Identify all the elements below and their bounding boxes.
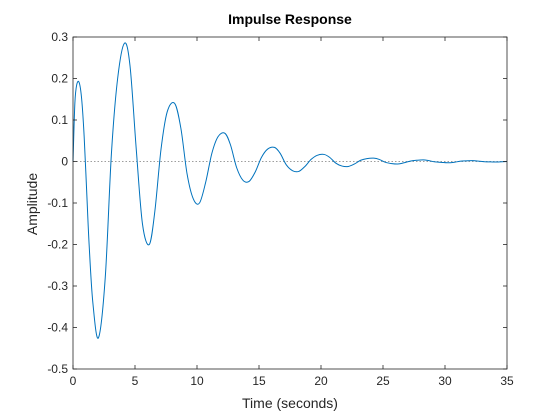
x-tick-label: 20 xyxy=(314,374,328,388)
y-tick-label: -0.4 xyxy=(47,321,68,335)
y-ticks: -0.5 -0.4 -0.3 -0.2 -0.1 0 0.1 0.2 0.3 xyxy=(47,30,507,376)
x-tick-label: 30 xyxy=(438,374,452,388)
x-tick-label: 5 xyxy=(132,374,139,388)
x-tick-label: 25 xyxy=(376,374,390,388)
x-axis-label: Time (seconds) xyxy=(242,395,338,411)
impulse-response-line xyxy=(72,42,508,339)
y-axis-label: Amplitude xyxy=(24,173,40,235)
plot-area xyxy=(73,37,507,369)
y-tick-label: 0.3 xyxy=(51,30,68,44)
y-tick-label: -0.3 xyxy=(47,279,68,293)
x-tick-label: 10 xyxy=(190,374,204,388)
y-tick-label: -0.2 xyxy=(47,238,68,252)
x-tick-label: 0 xyxy=(70,374,77,388)
x-ticks: 0 5 10 15 20 25 30 35 xyxy=(70,37,514,388)
y-tick-label: 0.1 xyxy=(51,113,68,127)
y-tick-label: -0.5 xyxy=(47,362,68,376)
y-tick-label: -0.1 xyxy=(47,196,68,210)
y-tick-label: 0.2 xyxy=(51,72,68,86)
chart-title: Impulse Response xyxy=(228,11,352,27)
x-tick-label: 15 xyxy=(252,374,266,388)
y-tick-label: 0 xyxy=(61,155,68,169)
x-tick-label: 35 xyxy=(500,374,514,388)
series-layer xyxy=(72,42,508,339)
